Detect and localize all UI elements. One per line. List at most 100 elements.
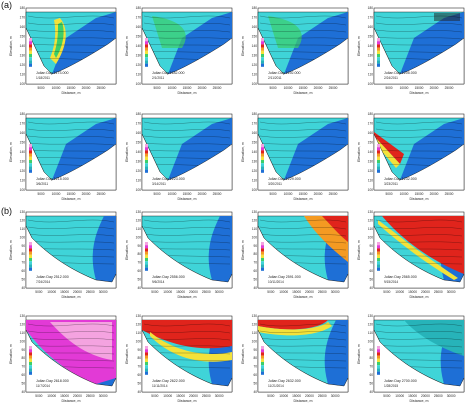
x-tick-label: 15000: [299, 192, 308, 196]
x-tick-label: 5000: [383, 394, 390, 398]
legend-swatch: [377, 63, 380, 67]
x-tick-label: 20000: [189, 290, 198, 294]
y-tick-label: 100: [252, 339, 258, 343]
y-tick-label: 140: [136, 150, 142, 154]
y-tick-label: 180: [20, 112, 26, 116]
legend-swatch: [261, 352, 264, 356]
legend-swatch: [261, 245, 264, 249]
blue-zone: [92, 216, 116, 282]
y-tick-label: 50: [253, 278, 257, 282]
julian-day-label: Julian Day 1215.000: [36, 177, 69, 181]
legend-swatch: [29, 261, 32, 265]
y-tick-label: 120: [368, 218, 374, 222]
y-tick-label: 100: [368, 188, 374, 192]
contour-plot: 180 170 160 150 140 130 120 110 100 5000 10000 1500…: [356, 110, 468, 204]
y-tick-label: 120: [20, 169, 26, 173]
julian-day-label: Julian Day 1229.000: [268, 177, 301, 181]
contour-plot: 180 170 160 150 140 130 120 110 100 5000 10000 1500…: [240, 110, 352, 204]
legend-swatch: [145, 44, 148, 48]
contour-line: [143, 240, 231, 244]
legend-swatch: [29, 63, 32, 67]
y-tick-label: 170: [252, 16, 258, 20]
x-tick-label: 25000: [213, 86, 222, 90]
x-tick-label: 10000: [168, 86, 177, 90]
y-tick-label: 60: [253, 373, 257, 377]
y-tick-label: 140: [20, 150, 26, 154]
y-tick-label: 160: [136, 131, 142, 135]
date-label: 11/11/2014: [152, 384, 168, 388]
legend-swatch: [377, 355, 380, 359]
y-tick-label: 160: [368, 25, 374, 29]
legend-swatch: [261, 358, 264, 362]
x-tick-label: 5000: [151, 394, 158, 398]
y-tick-label: 80: [369, 356, 373, 360]
y-tick-label: 110: [368, 73, 373, 77]
legend-swatch: [377, 38, 380, 42]
x-axis-label: Distance, m: [410, 399, 429, 403]
date-label: 1/18/2011: [36, 76, 50, 80]
x-tick-label: 5000: [267, 290, 274, 294]
x-tick-label: 20000: [198, 192, 207, 196]
contour-line: [375, 337, 463, 341]
legend-swatch: [261, 41, 264, 45]
plume-edge: [258, 322, 332, 336]
legend-swatch: [377, 254, 380, 258]
x-tick-label: 30000: [331, 394, 340, 398]
legend-swatch: [377, 258, 380, 262]
y-tick-label: 60: [137, 269, 141, 273]
legend-swatch: [261, 153, 264, 157]
contour-plot: 130 120 110 100 90 80 70 60 50 40 5000 10000 15000 20…: [124, 312, 236, 406]
x-tick-label: 25000: [97, 192, 106, 196]
contour-line: [27, 36, 115, 40]
y-tick-label: 110: [136, 179, 141, 183]
plume-region: [268, 16, 302, 48]
y-tick-label: 130: [368, 314, 374, 318]
legend-swatch: [261, 355, 264, 359]
x-tick-label: 25000: [329, 192, 338, 196]
legend-swatch: [377, 47, 380, 51]
legend-swatch: [145, 261, 148, 265]
blue-zone: [284, 12, 348, 74]
legend-swatch: [29, 47, 32, 51]
x-tick-label: 25000: [434, 290, 443, 294]
legend-swatch: [261, 160, 264, 164]
legend-swatch: [261, 63, 264, 67]
blue-zone: [52, 118, 116, 180]
y-tick-label: 170: [136, 122, 142, 126]
legend-swatch: [145, 160, 148, 164]
x-tick-label: 5000: [37, 192, 44, 196]
plume-region: [382, 216, 464, 274]
y-tick-label: 80: [369, 252, 373, 256]
contour-line: [375, 135, 463, 139]
legend-swatch: [261, 163, 264, 167]
contour-plot: 180 170 160 150 140 130 120 110 100 5000 10000 1500…: [8, 4, 120, 98]
y-tick-label: 90: [253, 244, 257, 248]
legend-swatch: [145, 349, 148, 353]
y-tick-label: 170: [368, 16, 374, 20]
contour-line: [27, 142, 115, 146]
legend-swatch: [29, 248, 32, 252]
plume-region: [152, 16, 186, 48]
contour-plot: 180 170 160 150 140 130 120 110 100 5000 10000 1500…: [8, 110, 120, 204]
contour-plot: 130 120 110 100 90 80 70 60 50 40 5000 10000 15000 20…: [240, 208, 352, 302]
y-tick-label: 80: [21, 252, 25, 256]
y-tick-label: 180: [252, 6, 258, 10]
valley-floor: [373, 133, 465, 191]
y-tick-label: 40: [253, 390, 257, 394]
date-label: 11/21/2014: [268, 384, 284, 388]
x-tick-label: 10000: [163, 394, 172, 398]
y-tick-label: 50: [369, 278, 373, 282]
legend-swatch: [29, 362, 32, 366]
legend-swatch: [377, 153, 380, 157]
contour-line: [375, 121, 463, 125]
contour-line: [27, 22, 115, 26]
y-axis-label: Elevation, m: [125, 142, 129, 162]
julian-day-label: Julian Day 1205.000: [384, 71, 417, 75]
legend-swatch: [145, 47, 148, 51]
x-tick-label: 25000: [202, 394, 211, 398]
y-tick-label: 150: [20, 141, 26, 145]
blue-zone: [400, 118, 464, 180]
y-tick-label: 70: [137, 365, 141, 369]
y-tick-label: 180: [252, 112, 258, 116]
legend-swatch: [377, 242, 380, 246]
